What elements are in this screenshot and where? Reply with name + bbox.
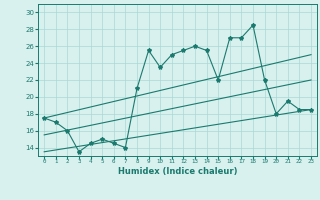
X-axis label: Humidex (Indice chaleur): Humidex (Indice chaleur) (118, 167, 237, 176)
